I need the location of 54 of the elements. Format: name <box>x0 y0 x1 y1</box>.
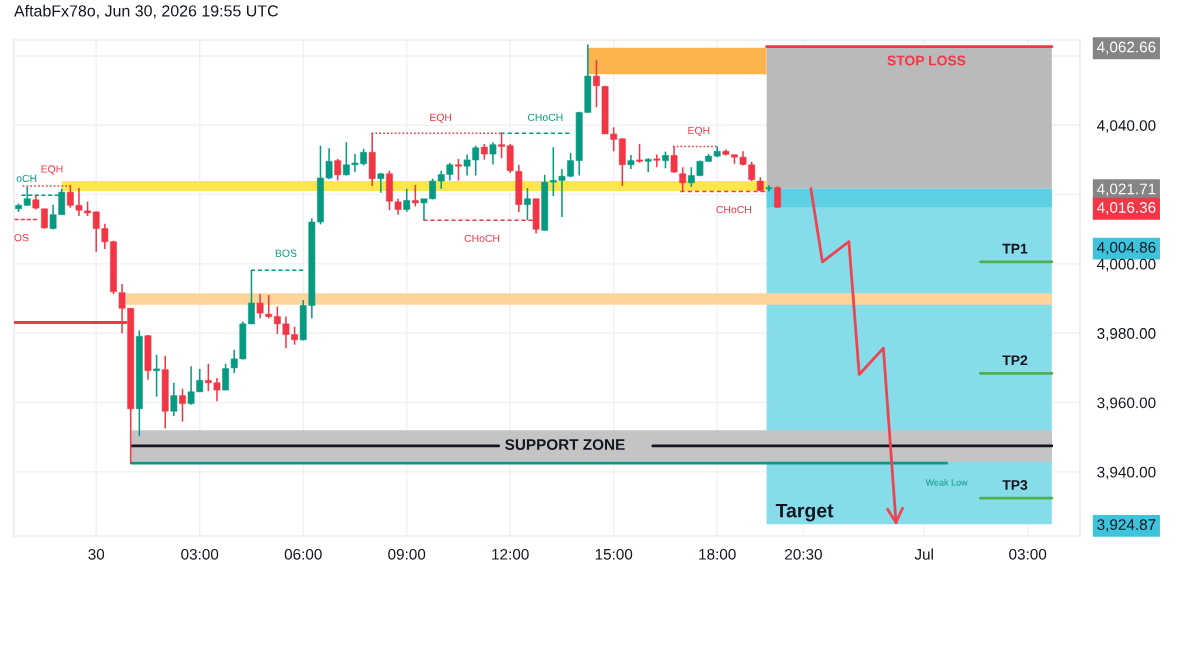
candlestick <box>636 143 643 164</box>
y-tick-label: 4,062.66 <box>1097 41 1156 55</box>
annotation: TP1 <box>1002 243 1028 254</box>
candlestick <box>170 382 178 417</box>
annotation: EQH <box>430 113 452 123</box>
y-tick-label: 4,040.00 <box>1097 120 1156 133</box>
candlestick <box>179 387 186 423</box>
annotation: STOP LOSS <box>887 55 966 66</box>
candlestick <box>455 158 462 182</box>
candlestick <box>653 153 661 168</box>
annotation: BOS <box>275 249 297 257</box>
y-tick-label: 4,016.36 <box>1097 202 1156 215</box>
candlestick <box>403 187 411 213</box>
x-tick-label: 15:00 <box>595 548 633 560</box>
annotation: OS <box>14 233 29 242</box>
annotation: TP3 <box>1002 480 1028 490</box>
candlestick <box>593 59 600 109</box>
candlestick <box>524 187 531 222</box>
annotation: Weak Low <box>925 479 968 486</box>
annotation: SUPPORT ZONE <box>505 439 625 450</box>
candlestick <box>256 293 264 320</box>
x-tick-label: 03:00 <box>1009 548 1047 560</box>
y-tick-label: 3,940.00 <box>1097 466 1156 480</box>
x-tick-label: 12:00 <box>492 548 529 560</box>
annotation: Target <box>775 503 834 522</box>
candlestick <box>411 184 419 208</box>
y-tick-label: 4,021.71 <box>1097 183 1156 197</box>
x-tick-label: 03:00 <box>181 548 219 560</box>
x-tick-label: 06:00 <box>284 548 322 560</box>
annotation: CHoCH <box>464 234 500 243</box>
x-tick-label: 09:00 <box>388 548 426 560</box>
candlestick <box>644 157 652 173</box>
y-tick-label: 4,004.86 <box>1097 241 1156 255</box>
candlestick <box>489 141 497 166</box>
candlestick <box>377 172 385 194</box>
candlestick <box>153 353 160 398</box>
annotation: EQH <box>41 165 63 175</box>
x-tick-label: 30 <box>88 548 105 560</box>
candlestick <box>334 158 342 182</box>
annotation: EQH <box>688 126 710 137</box>
annotation: CHoCH <box>716 205 751 214</box>
y-tick-label: 3,960.00 <box>1097 397 1156 411</box>
x-tick-label: 20:30 <box>785 548 822 560</box>
y-tick-label: 3,980.00 <box>1097 328 1156 341</box>
y-tick-label: 4,000.00 <box>1097 258 1156 272</box>
x-tick-label: Jul <box>914 548 933 560</box>
x-tick-label: 18:00 <box>699 548 736 560</box>
chart-title: AftabFx78o, Jun 30, 2026 19:55 UTC <box>14 4 278 19</box>
annotation: oCH <box>16 174 37 183</box>
candlestick <box>670 145 678 174</box>
annotation: TP2 <box>1002 355 1028 366</box>
annotation: CHoCH <box>527 113 563 122</box>
candlestick <box>265 294 273 320</box>
y-tick-label: 3,924.87 <box>1097 519 1156 532</box>
